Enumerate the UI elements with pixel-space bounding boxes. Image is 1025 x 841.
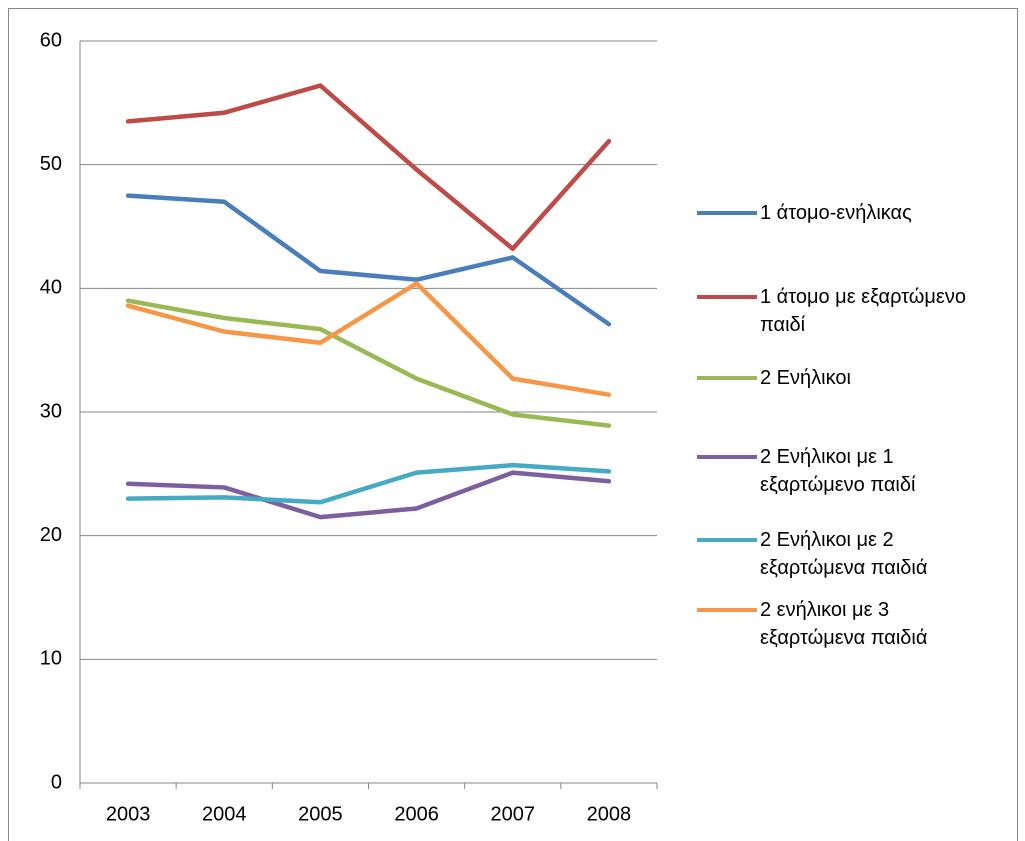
legend-label: 1 άτομο-ενήλικας (760, 202, 912, 224)
legend-label: 1 άτομο με εξαρτώμενο παιδί (760, 286, 966, 336)
series-line (125, 470, 612, 520)
x-tick-label: 2008 (587, 803, 632, 825)
legend-swatch (697, 211, 757, 215)
series-line (125, 83, 612, 252)
x-tick-label: 2005 (298, 803, 343, 825)
legend-swatch (697, 455, 757, 459)
legend-swatch (697, 538, 757, 542)
legend-swatch (697, 295, 757, 299)
legend-item: 2 Ενήλικοι με 2 εξαρτώμενα παιδιά (697, 526, 997, 582)
y-tick-label: 10 (40, 648, 62, 670)
legend-item: 1 άτομο με εξαρτώμενο παιδί (697, 283, 997, 339)
legend-label: 2 Ενήλικοι (760, 367, 851, 389)
legend-label: 2 Ενήλικοι με 2 εξαρτώμενα παιδιά (760, 529, 928, 579)
legend-item: 2 Ενήλικοι με 1 εξαρτώμενο παιδί (697, 443, 997, 499)
x-tick-label: 2007 (491, 803, 536, 825)
legend-item: 1 άτομο-ενήλικας (697, 199, 997, 227)
series-line (125, 298, 612, 428)
x-tick-label: 2003 (106, 803, 151, 825)
x-tick-label: 2004 (202, 803, 247, 825)
y-tick-label: 50 (40, 153, 62, 175)
legend-swatch (697, 376, 757, 380)
y-tick-label: 60 (40, 29, 62, 51)
legend-label: 2 Ενήλικοι με 1 εξαρτώμενο παιδί (760, 446, 916, 496)
legend-item: 2 Ενήλικοι (697, 364, 997, 392)
y-tick-label: 30 (40, 400, 62, 422)
series-line (125, 462, 612, 505)
series-line (125, 281, 612, 397)
y-tick-label: 0 (51, 771, 62, 793)
legend-label: 2 ενήλικοι με 3 εξαρτώμενα παιδιά (760, 599, 928, 649)
legend-item: 2 ενήλικοι με 3 εξαρτώμενα παιδιά (697, 596, 997, 652)
y-tick-label: 20 (40, 524, 62, 546)
x-tick-label: 2006 (394, 803, 439, 825)
y-tick-label: 40 (40, 277, 62, 299)
series-line (125, 193, 612, 327)
legend-swatch (697, 608, 757, 612)
chart-border (8, 8, 1018, 841)
